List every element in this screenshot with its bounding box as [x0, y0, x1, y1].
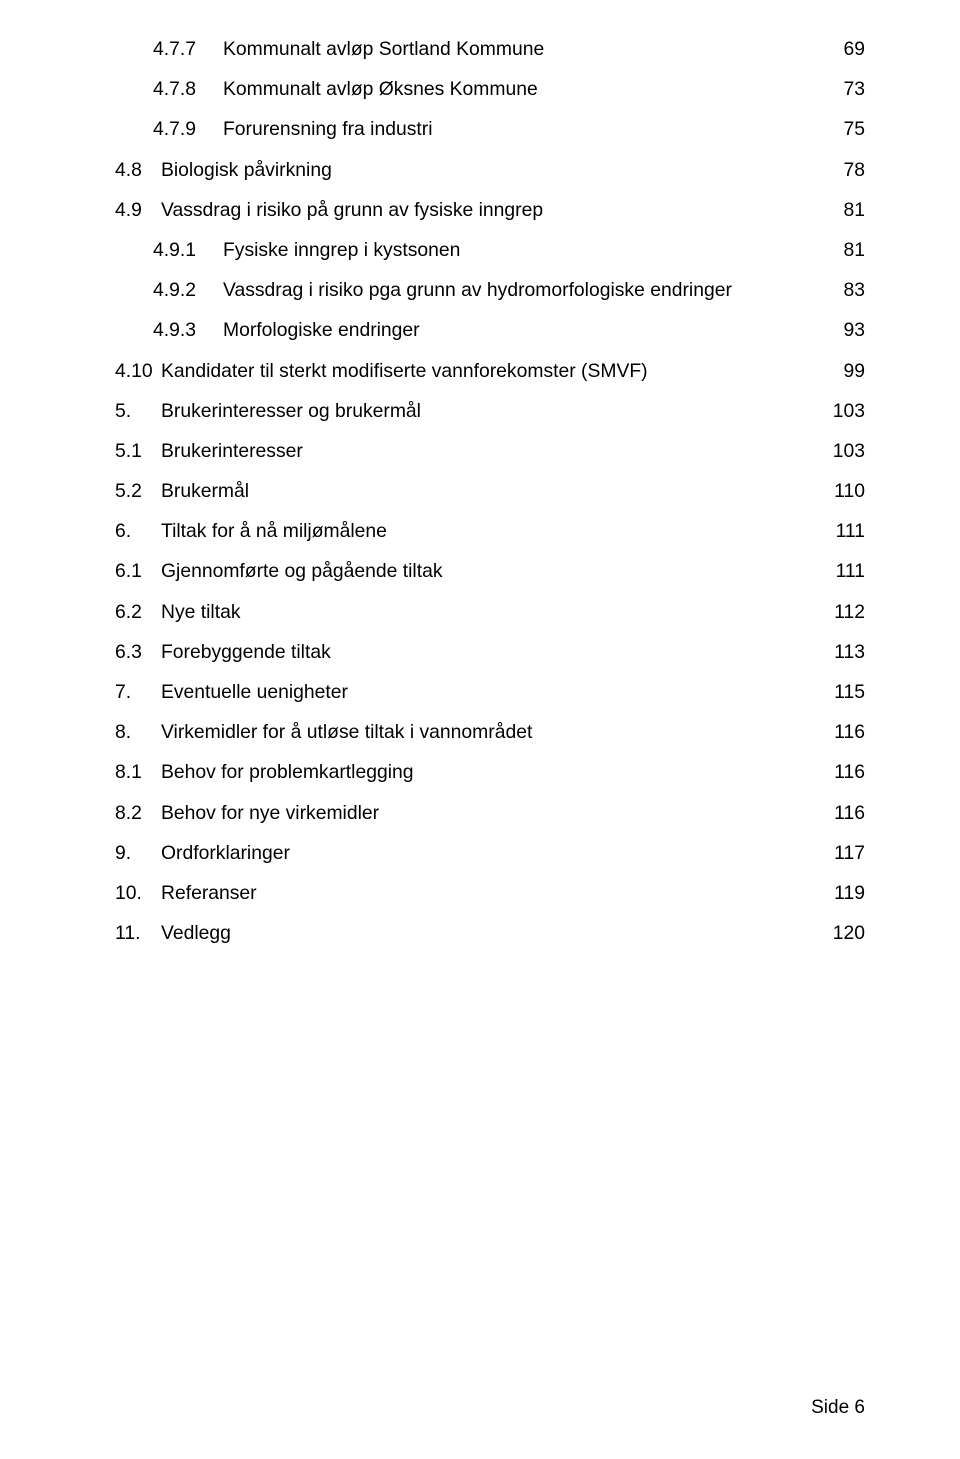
toc-entry-page: 116: [829, 713, 865, 753]
toc-entry: 4.9.3Morfologiske endringer 93: [115, 311, 865, 351]
toc-entry: 4.7.8Kommunalt avløp Øksnes Kommune 73: [115, 70, 865, 110]
toc-entry-number: 4.7.9: [153, 110, 223, 150]
toc-entry-page: 116: [829, 753, 865, 793]
toc-entry: 4.7.7Kommunalt avløp Sortland Kommune 69: [115, 30, 865, 70]
toc-entry-title: Vassdrag i risiko pga grunn av hydromorf…: [223, 271, 732, 311]
toc-entry: 11.Vedlegg 120: [115, 914, 865, 954]
toc-entry-title: Kommunalt avløp Sortland Kommune: [223, 30, 544, 70]
toc-entry: 6.3Forebyggende tiltak 113: [115, 633, 865, 673]
toc-entry-number: 4.10: [115, 352, 161, 392]
toc-entry: 4.9.1Fysiske inngrep i kystsonen 81: [115, 231, 865, 271]
toc-entry-title: Kommunalt avløp Øksnes Kommune: [223, 70, 538, 110]
toc-entry: 4.9Vassdrag i risiko på grunn av fysiske…: [115, 191, 865, 231]
toc-entry-title: Ordforklaringer: [161, 834, 290, 874]
toc-entry-title: Forebyggende tiltak: [161, 633, 331, 673]
toc-entry-number: 5.2: [115, 472, 161, 512]
toc-entry-number: 4.9.3: [153, 311, 223, 351]
toc-entry-title: Nye tiltak: [161, 593, 240, 633]
toc-entry-title: Forurensning fra industri: [223, 110, 433, 150]
toc-entry-title: Eventuelle uenigheter: [161, 673, 348, 713]
toc-entry: 4.9.2Vassdrag i risiko pga grunn av hydr…: [115, 271, 865, 311]
toc-entry: 6.1Gjennomførte og pågående tiltak 111: [115, 552, 865, 592]
toc-entry-number: 4.7.7: [153, 30, 223, 70]
toc-entry-page: 112: [829, 593, 865, 633]
toc-entry: 6.Tiltak for å nå miljømålene 111: [115, 512, 865, 552]
toc-entry: 5.Brukerinteresser og brukermål 103: [115, 392, 865, 432]
toc-entry-number: 10.: [115, 874, 161, 914]
toc-entry-title: Brukerinteresser og brukermål: [161, 392, 421, 432]
page-footer: Side 6: [811, 1397, 865, 1419]
toc-entry-number: 4.9.2: [153, 271, 223, 311]
toc-entry-page: 117: [829, 834, 865, 874]
toc-entry-page: 120: [829, 914, 865, 954]
toc-entry-number: 4.9: [115, 191, 161, 231]
toc-entry: 7.Eventuelle uenigheter 115: [115, 673, 865, 713]
toc-entry-page: 99: [829, 352, 865, 392]
toc-entry: 4.7.9Forurensning fra industri 75: [115, 110, 865, 150]
toc-entry-page: 113: [829, 633, 865, 673]
toc-entry: 4.10Kandidater til sterkt modifiserte va…: [115, 352, 865, 392]
toc-entry-title: Gjennomførte og pågående tiltak: [161, 552, 443, 592]
toc-entry-number: 8.: [115, 713, 161, 753]
toc-entry-page: 115: [829, 673, 865, 713]
toc-entry-page: 69: [829, 30, 865, 70]
toc-entry-number: 9.: [115, 834, 161, 874]
toc-entry: 4.8Biologisk påvirkning 78: [115, 151, 865, 191]
toc-entry-number: 7.: [115, 673, 161, 713]
toc-entry: 8.2Behov for nye virkemidler 116: [115, 794, 865, 834]
toc-entry-title: Brukermål: [161, 472, 249, 512]
toc-entry-title: Kandidater til sterkt modifiserte vannfo…: [161, 352, 648, 392]
toc-entry-title: Behov for problemkartlegging: [161, 753, 413, 793]
toc-entry-page: 81: [829, 191, 865, 231]
toc-entry-page: 81: [829, 231, 865, 271]
toc-entry-page: 83: [829, 271, 865, 311]
toc-entry-title: Morfologiske endringer: [223, 311, 420, 351]
toc-entry-number: 11.: [115, 914, 161, 954]
toc-entry-title: Behov for nye virkemidler: [161, 794, 379, 834]
toc-entry-number: 4.8: [115, 151, 161, 191]
toc-entry-title: Referanser: [161, 874, 257, 914]
toc-entry: 5.1Brukerinteresser 103: [115, 432, 865, 472]
toc-entry-title: Vedlegg: [161, 914, 231, 954]
toc-entry-page: 103: [829, 432, 865, 472]
toc-entry-title: Tiltak for å nå miljømålene: [161, 512, 387, 552]
table-of-contents: 4.7.7Kommunalt avløp Sortland Kommune694…: [115, 30, 865, 954]
toc-entry-number: 6.1: [115, 552, 161, 592]
toc-entry: 8.1Behov for problemkartlegging 116: [115, 753, 865, 793]
toc-entry-number: 4.9.1: [153, 231, 223, 271]
toc-entry-number: 8.1: [115, 753, 161, 793]
toc-entry-page: 93: [829, 311, 865, 351]
toc-entry-number: 5.1: [115, 432, 161, 472]
toc-entry-number: 6.: [115, 512, 161, 552]
toc-entry-number: 4.7.8: [153, 70, 223, 110]
toc-entry-page: 110: [829, 472, 865, 512]
toc-entry-page: 119: [829, 874, 865, 914]
toc-entry-page: 116: [829, 794, 865, 834]
toc-entry: 5.2Brukermål 110: [115, 472, 865, 512]
toc-entry: 6.2Nye tiltak 112: [115, 593, 865, 633]
toc-entry-number: 5.: [115, 392, 161, 432]
toc-entry-number: 6.3: [115, 633, 161, 673]
toc-entry-title: Biologisk påvirkning: [161, 151, 332, 191]
toc-entry-page: 103: [829, 392, 865, 432]
toc-entry-page: 111: [829, 552, 865, 592]
page-container: 4.7.7Kommunalt avløp Sortland Kommune694…: [0, 0, 960, 1459]
toc-entry-title: Virkemidler for å utløse tiltak i vannom…: [161, 713, 532, 753]
toc-entry-page: 75: [829, 110, 865, 150]
toc-entry-page: 73: [829, 70, 865, 110]
toc-entry: 9.Ordforklaringer 117: [115, 834, 865, 874]
toc-entry: 8.Virkemidler for å utløse tiltak i vann…: [115, 713, 865, 753]
toc-entry-title: Vassdrag i risiko på grunn av fysiske in…: [161, 191, 543, 231]
toc-entry-title: Fysiske inngrep i kystsonen: [223, 231, 460, 271]
toc-entry-number: 8.2: [115, 794, 161, 834]
toc-entry-number: 6.2: [115, 593, 161, 633]
toc-entry-page: 111: [829, 512, 865, 552]
toc-entry-page: 78: [829, 151, 865, 191]
toc-entry-title: Brukerinteresser: [161, 432, 303, 472]
toc-entry: 10.Referanser 119: [115, 874, 865, 914]
